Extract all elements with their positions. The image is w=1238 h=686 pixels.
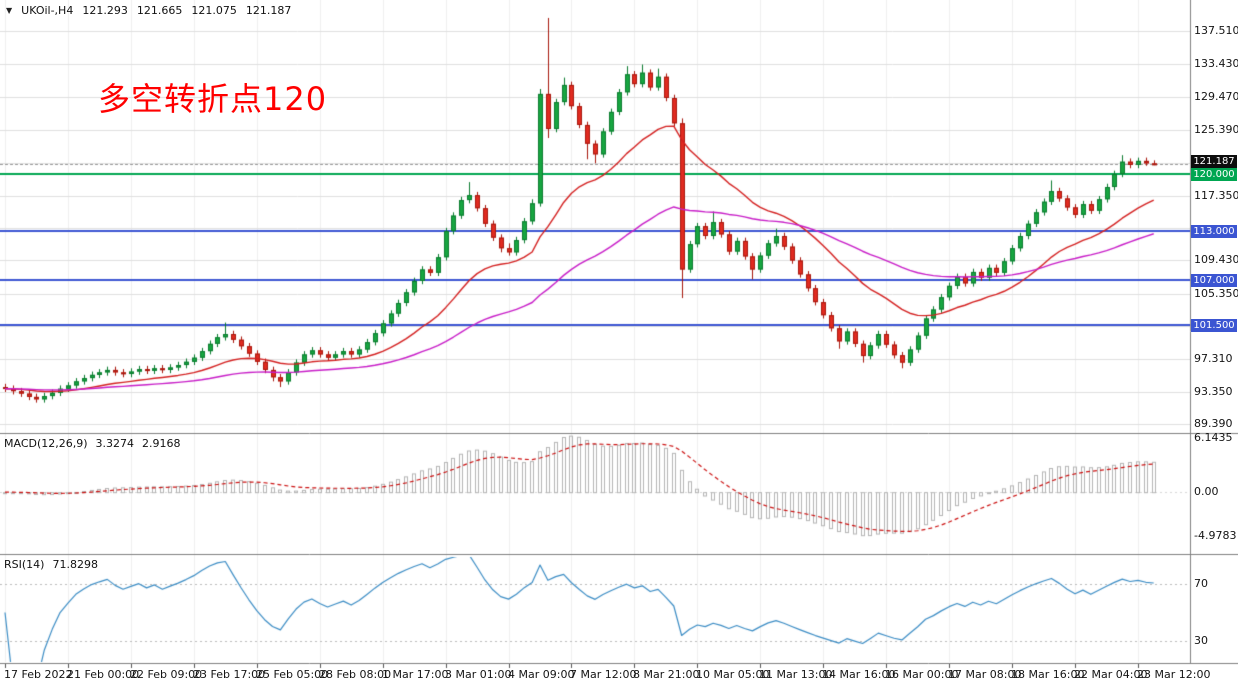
current-price-badge: 121.187 [1191, 155, 1237, 168]
time-axis-label: 10 Mar 05:00 [696, 668, 770, 681]
rsi-indicator-label: RSI(14) 71.8298 [4, 558, 98, 571]
time-axis-label: 11 Mar 13:00 [759, 668, 833, 681]
time-axis-label: 23 Feb 17:00 [193, 668, 266, 681]
macd-signal-value: 2.9168 [142, 437, 181, 450]
time-axis-label: 21 Feb 00:00 [67, 668, 140, 681]
price-level-badge: 113.000 [1191, 225, 1237, 238]
macd-axis-label: 0.00 [1194, 485, 1219, 498]
macd-name: MACD(12,26,9) [4, 437, 88, 450]
time-axis-label: 14 Mar 16:00 [822, 668, 896, 681]
close-value: 121.187 [245, 4, 292, 17]
price-level-badge: 107.000 [1191, 274, 1237, 287]
open-value: 121.293 [82, 4, 128, 17]
macd-axis-label: 6.1435 [1194, 431, 1233, 444]
price-axis-label: 105.350 [1194, 287, 1238, 300]
low-value: 121.075 [191, 4, 237, 17]
collapse-arrow-icon[interactable]: ▼ [6, 6, 13, 15]
annotation-text: 多空转折点120 [98, 80, 328, 118]
time-axis-label: 1 Mar 17:00 [382, 668, 449, 681]
price-level-badge: 101.500 [1191, 319, 1237, 332]
symbol-timeframe-label: UKOil-,H4 [21, 4, 74, 17]
time-axis-label: 25 Feb 05:00 [256, 668, 329, 681]
time-axis-label: 28 Feb 08:00 [319, 668, 392, 681]
price-axis-label: 117.350 [1194, 189, 1238, 202]
time-axis-label: 23 Mar 12:00 [1137, 668, 1211, 681]
rsi-name: RSI(14) [4, 558, 45, 571]
time-axis-label: 17 Mar 08:00 [948, 668, 1022, 681]
price-axis-label: 125.390 [1194, 123, 1238, 136]
rsi-axis-label: 70 [1194, 577, 1208, 590]
macd-axis-label: -4.9783 [1194, 529, 1237, 542]
price-axis-label: 97.310 [1194, 352, 1233, 365]
price-axis-label: 109.430 [1194, 253, 1238, 266]
chart-header: ▼ UKOil-,H4 121.293 121.665 121.075 121.… [6, 4, 291, 17]
time-axis-label: 18 Mar 16:00 [1011, 668, 1085, 681]
time-axis-label: 8 Mar 21:00 [633, 668, 700, 681]
high-value: 121.665 [136, 4, 183, 17]
price-axis-label: 89.390 [1194, 417, 1233, 430]
price-level-badge: 120.000 [1191, 168, 1237, 181]
price-axis-label: 129.470 [1194, 90, 1238, 103]
price-axis-label: 137.510 [1194, 24, 1238, 37]
rsi-value: 71.8298 [52, 558, 98, 571]
time-axis-label: 22 Mar 04:00 [1074, 668, 1148, 681]
macd-indicator-label: MACD(12,26,9) 3.3274 2.9168 [4, 437, 181, 450]
time-axis-label: 22 Feb 09:00 [130, 668, 203, 681]
rsi-axis-label: 30 [1194, 634, 1208, 647]
time-axis-label: 4 Mar 09:00 [508, 668, 575, 681]
time-axis-label: 7 Mar 12:00 [570, 668, 637, 681]
time-axis-label: 17 Feb 2022 [4, 668, 73, 681]
price-axis-label: 93.350 [1194, 385, 1233, 398]
time-axis-label: 3 Mar 01:00 [445, 668, 512, 681]
price-axis-label: 133.430 [1194, 57, 1238, 70]
time-axis-label: 16 Mar 00:00 [885, 668, 959, 681]
macd-main-value: 3.3274 [95, 437, 135, 450]
